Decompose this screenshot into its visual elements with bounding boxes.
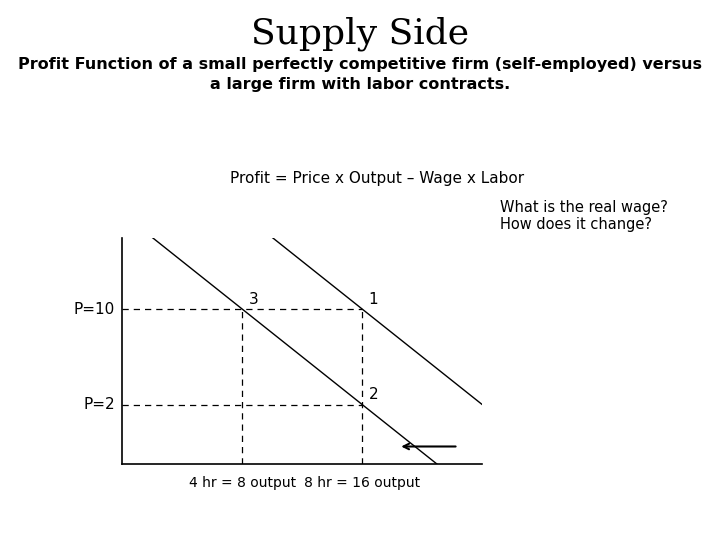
Text: 1: 1: [369, 293, 378, 307]
Text: Supply Side: Supply Side: [251, 16, 469, 51]
Text: P=10: P=10: [73, 302, 115, 317]
Text: 8 hr = 16 output: 8 hr = 16 output: [305, 476, 420, 490]
Text: Profit Function of a small perfectly competitive firm (self-employed) versus
a l: Profit Function of a small perfectly com…: [18, 57, 702, 91]
Text: 2: 2: [369, 387, 378, 402]
Text: 3: 3: [248, 293, 258, 307]
Text: What is the real wage?
How does it change?: What is the real wage? How does it chang…: [500, 200, 668, 232]
Text: P=2: P=2: [84, 397, 115, 412]
Text: 4 hr = 8 output: 4 hr = 8 output: [189, 476, 296, 490]
Text: Profit = Price x Output – Wage x Labor: Profit = Price x Output – Wage x Labor: [230, 171, 525, 186]
